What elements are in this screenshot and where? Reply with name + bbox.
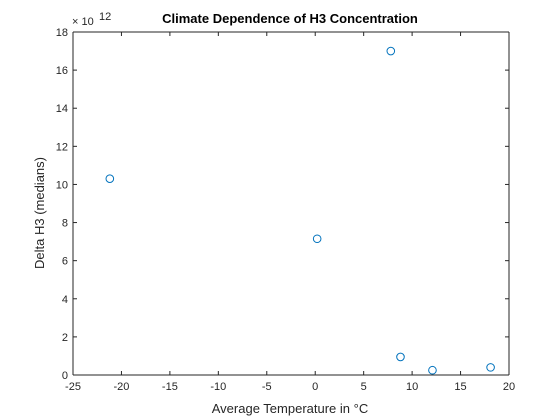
data-point: [386, 46, 396, 56]
y-axis-label: Delta H3 (medians): [32, 157, 47, 269]
x-tick-label: 20: [503, 381, 515, 393]
x-tick-label: 15: [454, 381, 466, 393]
data-point: [396, 352, 405, 362]
data-points: [105, 46, 495, 375]
x-tick-label: 0: [312, 381, 318, 393]
y-tick-label: 14: [56, 103, 68, 115]
y-tick-label: 0: [62, 370, 68, 382]
x-tick-label: 5: [361, 381, 367, 393]
plot-area: [72, 31, 510, 376]
x-tick-label: 10: [406, 381, 418, 393]
x-tick-label: -15: [162, 381, 178, 393]
y-multiplier-base: × 10: [72, 16, 94, 28]
y-tick-label: 16: [56, 65, 68, 77]
y-axis-ticks: 0 2 4 6 8 10 12 14 16 18: [56, 27, 509, 382]
chart-title: Climate Dependence of H3 Concentration: [162, 11, 418, 26]
data-point: [312, 234, 322, 244]
y-tick-label: 12: [56, 141, 68, 153]
y-tick-label: 8: [62, 218, 68, 230]
data-point: [428, 365, 437, 375]
y-tick-label: 10: [56, 179, 68, 191]
x-axis-ticks: -25 -20 -15 -10 -5 0 5 10 15 20: [65, 32, 515, 393]
y-tick-label: 6: [62, 256, 68, 268]
y-tick-label: 18: [56, 27, 68, 39]
data-point: [105, 174, 115, 184]
y-tick-label: 2: [62, 332, 68, 344]
x-tick-label: -10: [210, 381, 226, 393]
x-axis-label: Average Temperature in °C: [212, 401, 368, 416]
y-tick-label: 4: [62, 294, 68, 306]
x-tick-label: -25: [65, 381, 81, 393]
y-axis-multiplier: × 10 12: [72, 11, 111, 28]
y-multiplier-exponent: 12: [99, 11, 111, 23]
x-tick-label: -5: [262, 381, 272, 393]
data-point: [486, 363, 495, 372]
x-tick-label: -20: [113, 381, 129, 393]
